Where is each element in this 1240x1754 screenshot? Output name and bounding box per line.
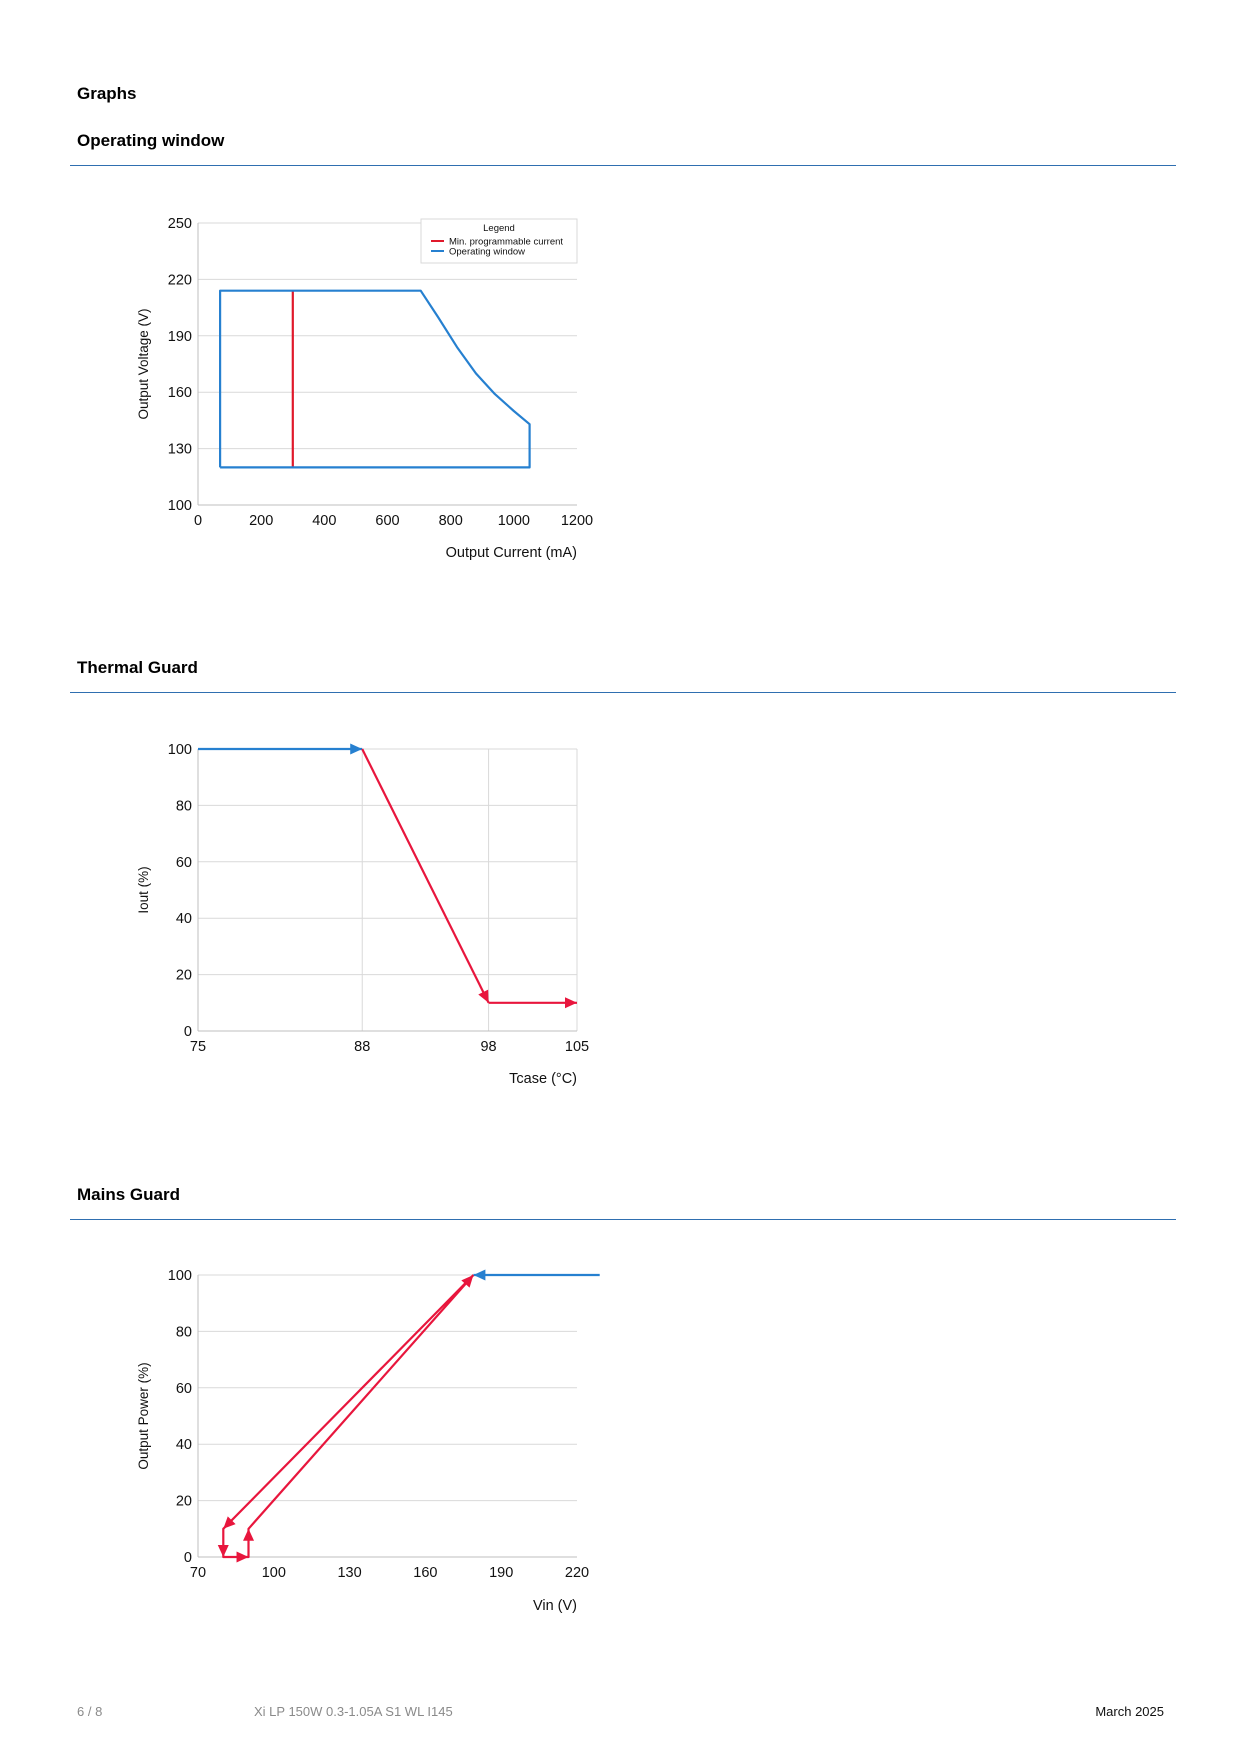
legend-entry: Min. programmable current <box>449 237 563 248</box>
y-tick-label: 40 <box>176 911 192 927</box>
arrowhead <box>223 1516 236 1529</box>
arrowhead <box>243 1528 255 1541</box>
y-tick-label: 220 <box>168 272 192 288</box>
y-tick-label: 0 <box>184 1024 192 1040</box>
y-tick-label: 40 <box>176 1437 192 1453</box>
legend-title: Legend <box>483 223 515 234</box>
x-tick-label: 75 <box>190 1039 206 1055</box>
arrowhead <box>350 743 363 755</box>
y-tick-label: 60 <box>176 1381 192 1397</box>
x-tick-label: 400 <box>312 513 336 529</box>
arrowhead <box>236 1551 249 1563</box>
section-title-operating-window: Operating window <box>77 131 225 150</box>
x-tick-label: 0 <box>194 513 202 529</box>
y-tick-label: 130 <box>168 442 192 458</box>
mains-guard-chart: 0 20 40 60 80 100 70 100 130 160 190 220 Vin (V) Outp… <box>136 1268 600 1614</box>
x-tick-label: 220 <box>565 1565 589 1581</box>
y-tick-label: 160 <box>168 385 192 401</box>
series-line <box>219 289 531 469</box>
y-tick-label: 80 <box>176 1324 192 1340</box>
x-tick-label: 100 <box>262 1565 286 1581</box>
section-title-mains-guard: Mains Guard <box>77 1185 180 1204</box>
y-tick-label: 0 <box>184 1550 192 1566</box>
y-tick-label: 80 <box>176 798 192 814</box>
y-tick-label: 100 <box>168 1268 192 1284</box>
x-tick-label: 70 <box>190 1565 206 1581</box>
x-tick-label: 200 <box>249 513 273 529</box>
arrowhead <box>478 989 489 1003</box>
y-axis-label: Output Voltage (V) <box>136 308 151 419</box>
footer-date: March 2025 <box>1095 1704 1164 1719</box>
section-title-thermal-guard: Thermal Guard <box>77 658 198 677</box>
y-tick-label: 250 <box>168 216 192 232</box>
x-tick-label: 130 <box>337 1565 361 1581</box>
page-heading: Graphs <box>77 84 137 103</box>
x-tick-label: 1200 <box>561 513 593 529</box>
arrowhead <box>217 1545 229 1557</box>
operating-window-chart: 100 130 160 190 220 250 0 200 400 600 800 1000 1200 O… <box>136 216 593 561</box>
x-tick-label: 88 <box>354 1039 370 1055</box>
x-axis-label: Tcase (°C) <box>509 1071 577 1087</box>
footer-product-name: Xi LP 150W 0.3-1.05A S1 WL I145 <box>254 1704 453 1719</box>
y-tick-label: 60 <box>176 855 192 871</box>
y-axis-label: Output Power (%) <box>136 1362 151 1469</box>
arrowhead <box>461 1275 474 1288</box>
footer-page-number: 6 / 8 <box>77 1704 103 1719</box>
x-tick-label: 105 <box>565 1039 589 1055</box>
section-divider <box>70 165 1176 166</box>
y-tick-label: 20 <box>176 1494 192 1510</box>
arrowhead <box>565 997 577 1009</box>
series-line <box>361 748 490 1004</box>
y-tick-label: 100 <box>168 498 192 514</box>
arrowhead <box>473 1269 486 1281</box>
x-tick-label: 1000 <box>498 513 530 529</box>
x-tick-label: 800 <box>439 513 463 529</box>
x-tick-label: 190 <box>489 1565 513 1581</box>
section-divider <box>70 1219 1176 1220</box>
x-tick-label: 160 <box>413 1565 437 1581</box>
legend-entry: Operating window <box>449 247 525 258</box>
legend-box <box>420 218 578 264</box>
x-axis-label: Vin (V) <box>533 1598 577 1614</box>
series-line <box>222 1274 475 1559</box>
x-tick-label: 98 <box>480 1039 496 1055</box>
y-axis-label: Iout (%) <box>136 866 151 913</box>
thermal-guard-chart: 0 20 40 60 80 100 75 88 98 105 Tcase (°C) Iout (%) <box>136 742 589 1087</box>
x-axis-label: Output Current (mA) <box>446 545 577 561</box>
section-divider <box>70 692 1176 693</box>
y-tick-label: 190 <box>168 329 192 345</box>
x-tick-label: 600 <box>375 513 399 529</box>
y-tick-label: 100 <box>168 742 192 758</box>
y-tick-label: 20 <box>176 968 192 984</box>
